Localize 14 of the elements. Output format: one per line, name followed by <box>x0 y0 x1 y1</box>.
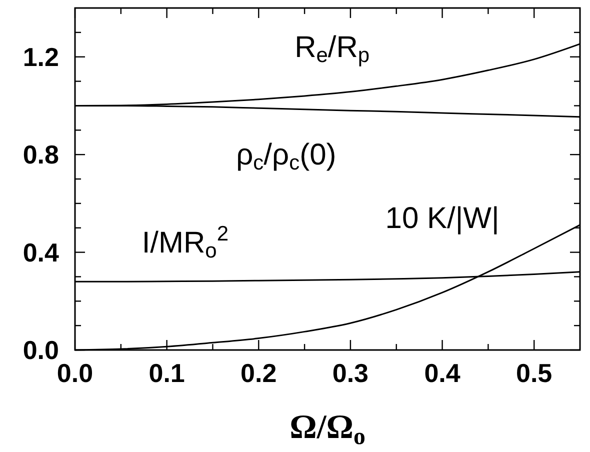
x-tick-label: 0.2 <box>240 358 277 388</box>
y-tick-label: 0.4 <box>22 237 60 268</box>
x-tick-label: 0.4 <box>424 358 461 388</box>
x-tick-label: 0.5 <box>516 358 552 388</box>
series-label: 10 K/|W| <box>385 202 500 235</box>
x-axis-title: Ω/Ω$_{o}$ <box>290 409 366 450</box>
y-tick-label: 1.2 <box>22 42 59 72</box>
series-label: ρ$_{c}$/ρ$_{c}$(0) <box>236 138 336 175</box>
x-tick-label: 0.3 <box>332 358 369 388</box>
y-tick-label: 0.8 <box>22 140 59 170</box>
x-tick-label: 0.0 <box>56 358 94 388</box>
x-tick-label: 0.1 <box>148 358 185 388</box>
legend-label: R$_{e}$/R$_{p}$ <box>294 30 370 68</box>
y-tick-label: 0.0 <box>22 335 59 365</box>
